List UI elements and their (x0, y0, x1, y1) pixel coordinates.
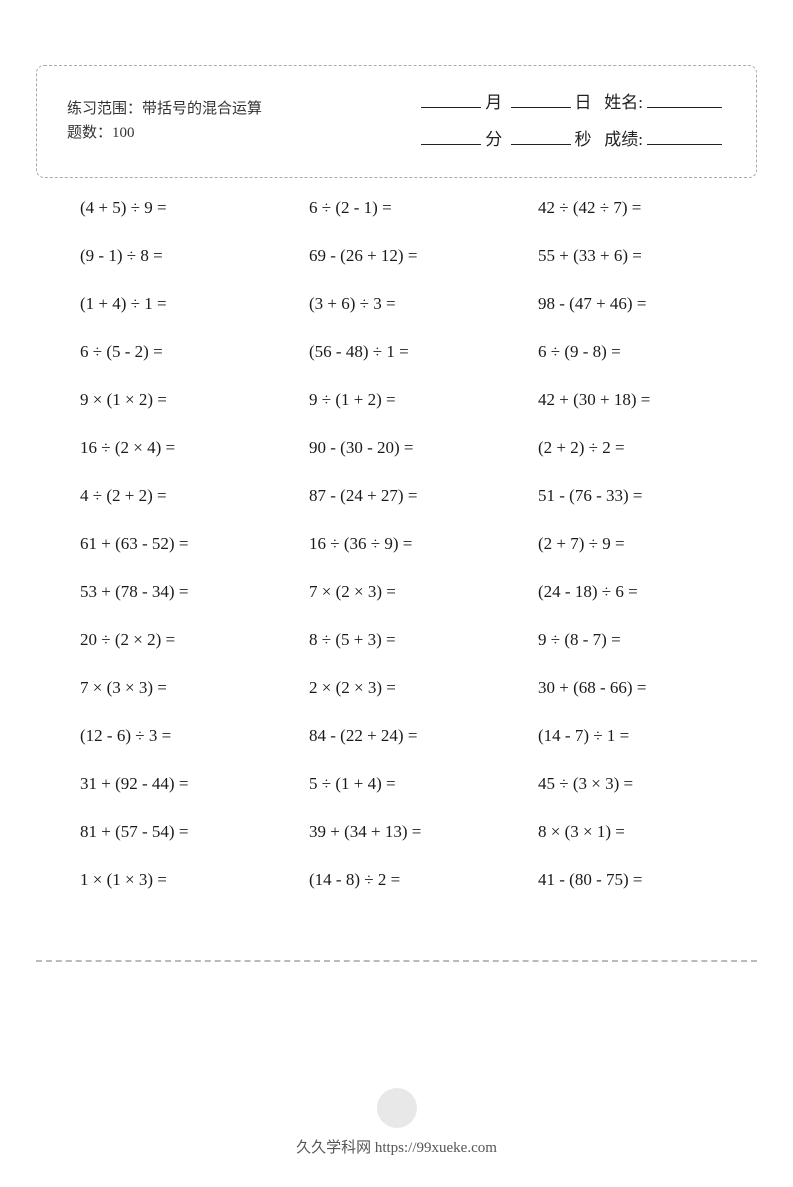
header-box: 练习范围：带括号的混合运算 题数：100 月 日 姓名: 分 秒 成绩: (36, 65, 757, 178)
problem: 4 ÷ (2 + 2) = (80, 486, 299, 506)
date-name-line: 月 日 姓名: (417, 84, 726, 121)
time-score-line: 分 秒 成绩: (417, 121, 726, 158)
problem: 9 ÷ (8 - 7) = (538, 630, 757, 650)
score-label: 成绩: (604, 130, 643, 149)
problem: 42 ÷ (42 ÷ 7) = (538, 198, 757, 218)
day-blank[interactable] (511, 91, 571, 108)
problem: 20 ÷ (2 × 2) = (80, 630, 299, 650)
problem: 8 × (3 × 1) = (538, 822, 757, 842)
problem: 6 ÷ (5 - 2) = (80, 342, 299, 362)
problem: 9 × (1 × 2) = (80, 390, 299, 410)
footer-text: 久久学科网 https://99xueke.com (0, 1136, 793, 1157)
problem: 87 - (24 + 27) = (309, 486, 528, 506)
problem: (3 + 6) ÷ 3 = (309, 294, 528, 314)
problem: 1 × (1 × 3) = (80, 870, 299, 890)
scope-text: 练习范围：带括号的混合运算 题数：100 (67, 97, 267, 145)
problem: 7 × (3 × 3) = (80, 678, 299, 698)
problem: (56 - 48) ÷ 1 = (309, 342, 528, 362)
month-label: 月 (485, 93, 502, 112)
problem: (9 - 1) ÷ 8 = (80, 246, 299, 266)
problem: (24 - 18) ÷ 6 = (538, 582, 757, 602)
name-label: 姓名: (604, 93, 643, 112)
problem: 84 - (22 + 24) = (309, 726, 528, 746)
problem: 30 + (68 - 66) = (538, 678, 757, 698)
problem: (12 - 6) ÷ 3 = (80, 726, 299, 746)
problem: (4 + 5) ÷ 9 = (80, 198, 299, 218)
problem: 41 - (80 - 75) = (538, 870, 757, 890)
name-blank[interactable] (647, 91, 722, 108)
problem: 31 + (92 - 44) = (80, 774, 299, 794)
problem: (1 + 4) ÷ 1 = (80, 294, 299, 314)
problem: 90 - (30 - 20) = (309, 438, 528, 458)
problem: (2 + 2) ÷ 2 = (538, 438, 757, 458)
second-label: 秒 (575, 130, 592, 149)
problem: 98 - (47 + 46) = (538, 294, 757, 314)
problem: (2 + 7) ÷ 9 = (538, 534, 757, 554)
separator (36, 960, 757, 962)
problem: 45 ÷ (3 × 3) = (538, 774, 757, 794)
problem: 81 + (57 - 54) = (80, 822, 299, 842)
footer-logo-icon (377, 1088, 417, 1128)
problem: 9 ÷ (1 + 2) = (309, 390, 528, 410)
header-fields: 月 日 姓名: 分 秒 成绩: (417, 84, 726, 159)
problem: 61 + (63 - 52) = (80, 534, 299, 554)
problem: 8 ÷ (5 + 3) = (309, 630, 528, 650)
problem: (14 - 7) ÷ 1 = (538, 726, 757, 746)
second-blank[interactable] (511, 128, 571, 145)
problem: 2 × (2 × 3) = (309, 678, 528, 698)
problems-grid: (4 + 5) ÷ 9 = 6 ÷ (2 - 1) = 42 ÷ (42 ÷ 7) … (80, 198, 757, 890)
minute-blank[interactable] (421, 128, 481, 145)
footer: 久久学科网 https://99xueke.com (0, 1088, 793, 1157)
minute-label: 分 (485, 130, 502, 149)
month-blank[interactable] (421, 91, 481, 108)
problem: 7 × (2 × 3) = (309, 582, 528, 602)
problem: 5 ÷ (1 + 4) = (309, 774, 528, 794)
problem: 51 - (76 - 33) = (538, 486, 757, 506)
problem: 16 ÷ (36 ÷ 9) = (309, 534, 528, 554)
problem: 6 ÷ (2 - 1) = (309, 198, 528, 218)
day-label: 日 (575, 93, 592, 112)
problem: (14 - 8) ÷ 2 = (309, 870, 528, 890)
problem: 53 + (78 - 34) = (80, 582, 299, 602)
problem: 69 - (26 + 12) = (309, 246, 528, 266)
problem: 39 + (34 + 13) = (309, 822, 528, 842)
problem: 55 + (33 + 6) = (538, 246, 757, 266)
problem: 42 + (30 + 18) = (538, 390, 757, 410)
problem: 6 ÷ (9 - 8) = (538, 342, 757, 362)
problem: 16 ÷ (2 × 4) = (80, 438, 299, 458)
score-blank[interactable] (647, 128, 722, 145)
